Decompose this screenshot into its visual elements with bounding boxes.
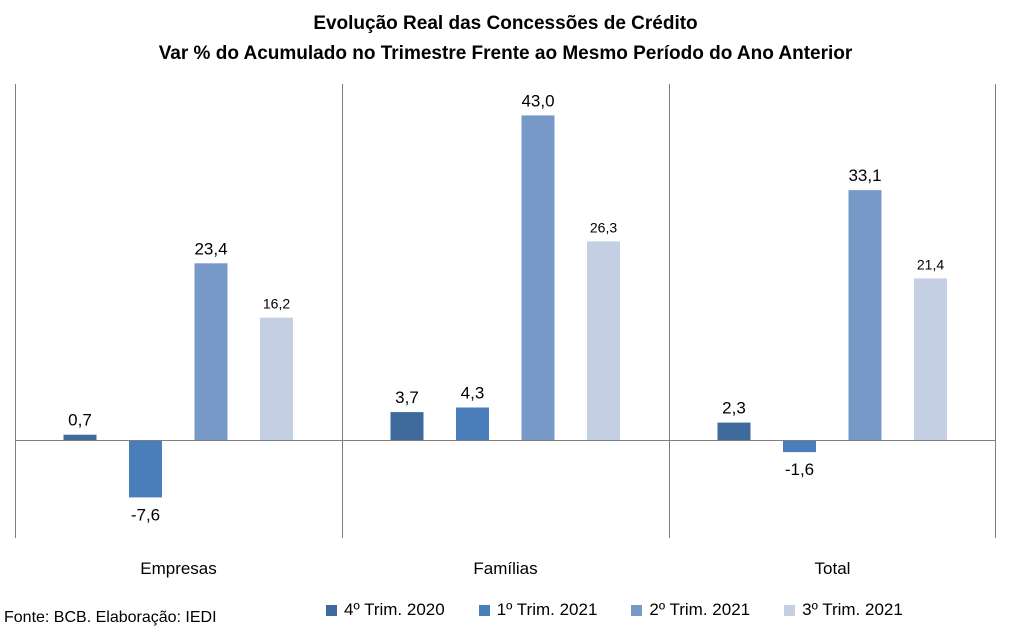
data-label: 43,0	[521, 91, 554, 110]
category-label: Empresas	[140, 559, 217, 578]
data-label: -1,6	[785, 460, 814, 479]
category-label: Total	[815, 559, 851, 578]
data-label: 21,4	[917, 256, 944, 272]
legend-item: 1º Trim. 2021	[478, 600, 598, 620]
legend-swatch	[631, 604, 643, 616]
bar-total-2	[848, 190, 882, 440]
bar-total-0	[717, 422, 751, 440]
bar-chart: 0,7 -7,6 23,4 16,2 Empresas 3,7 4,3 43,0 26,3 Fam…	[15, 84, 996, 578]
data-label: 26,3	[590, 219, 617, 235]
bar-famílias-0	[390, 412, 424, 440]
bar-famílias-3	[587, 241, 620, 440]
chart-subtitle: Var % do Acumulado no Trimestre Frente a…	[158, 43, 853, 64]
bar-empresas-3	[260, 317, 293, 440]
bar-famílias-1	[456, 407, 489, 440]
legend-label: 1º Trim. 2021	[496, 600, 598, 619]
data-label: -7,6	[131, 505, 160, 524]
legend-swatch	[326, 604, 337, 616]
legend-item: 2º Trim. 2021	[631, 600, 750, 620]
legend-item: 4º Trim. 2020	[326, 600, 445, 620]
data-label: 0,7	[68, 411, 92, 430]
bar-empresas-1	[129, 440, 162, 498]
data-label: 33,1	[848, 166, 881, 185]
legend-label: 2º Trim. 2021	[649, 600, 751, 619]
data-label: 16,2	[263, 296, 290, 312]
data-label: 4,3	[461, 384, 485, 403]
category-label: Famílias	[473, 559, 537, 578]
legend-label: 4º Trim. 2020	[344, 600, 445, 619]
source-note: Fonte: BCB. Elaboração: IEDI	[4, 609, 217, 626]
legend-swatch	[478, 604, 490, 616]
bar-empresas-0	[63, 434, 97, 440]
legend-item: 3º Trim. 2021	[784, 600, 903, 620]
bar-total-3	[914, 278, 947, 440]
legend-label: 3º Trim. 2021	[802, 600, 903, 619]
bar-famílias-2	[521, 115, 555, 441]
data-label: 3,7	[395, 388, 419, 407]
chart-legend: 4º Trim. 2020 1º Trim. 2021 2º Trim. 2021 3…	[326, 600, 937, 620]
data-label: 23,4	[194, 239, 227, 258]
legend-swatch	[784, 604, 796, 616]
bar-total-1	[783, 440, 816, 453]
data-label: 2,3	[722, 399, 746, 418]
chart-title: Evolução Real das Concessões de Crédito	[313, 13, 698, 34]
bar-empresas-2	[194, 263, 228, 440]
